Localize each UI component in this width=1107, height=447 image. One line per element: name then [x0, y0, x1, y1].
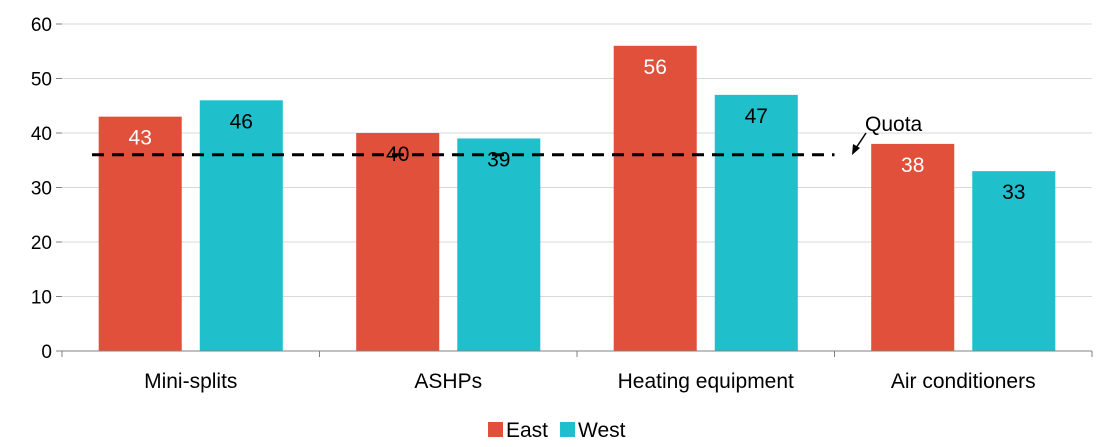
x-axis	[61, 350, 1093, 357]
quota-label: Quota	[865, 113, 923, 136]
legend: East West	[488, 419, 626, 442]
bar-east	[356, 133, 440, 351]
bar-west	[457, 138, 541, 351]
quota-line-group: Quota	[92, 113, 923, 157]
data-label: 47	[745, 105, 768, 128]
category-label: Heating equipment	[618, 370, 794, 393]
y-tick-label: 0	[41, 342, 52, 363]
bar-east	[613, 45, 697, 352]
bar-west	[199, 100, 283, 351]
legend-swatch-east	[488, 422, 503, 437]
category-labels: Mini-splits ASHPs Heating equipment Air con…	[144, 370, 1036, 393]
bar-east	[98, 116, 182, 352]
bar-west	[972, 171, 1056, 351]
data-label: 38	[901, 154, 924, 177]
quota-leader-line	[855, 132, 867, 149]
legend-label-east: East	[506, 419, 548, 442]
y-tick-label: 20	[31, 233, 52, 254]
bar-east	[871, 143, 955, 351]
y-tick-label: 10	[31, 288, 52, 309]
data-label: 43	[129, 127, 152, 150]
y-tick-label: 50	[31, 70, 52, 91]
quota-arrowhead	[852, 144, 860, 155]
y-tick-label: 60	[31, 15, 52, 36]
category-label: Air conditioners	[891, 370, 1036, 393]
category-label: ASHPs	[414, 370, 482, 393]
legend-label-west: West	[578, 419, 626, 442]
y-tick-label: 40	[31, 124, 52, 145]
data-label: 56	[644, 56, 667, 79]
y-axis-ticks: 0 10 20 30 40 50 60	[31, 15, 62, 363]
data-label: 39	[487, 148, 510, 171]
legend-swatch-west	[560, 422, 576, 437]
bar-west	[714, 94, 798, 351]
category-label: Mini-splits	[144, 370, 237, 393]
y-tick-label: 30	[31, 179, 52, 200]
data-label: 33	[1002, 181, 1025, 204]
data-label: 46	[230, 110, 253, 133]
